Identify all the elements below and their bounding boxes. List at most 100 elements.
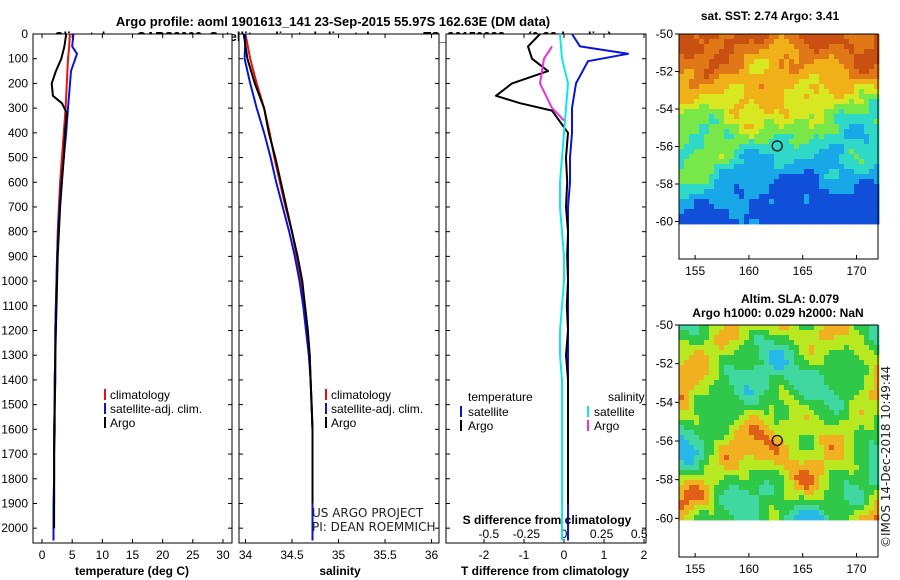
map-cell [809, 495, 815, 501]
map-cell [754, 129, 760, 135]
map-cell [724, 480, 730, 486]
map-cell [809, 375, 815, 381]
plot-frame [445, 33, 647, 544]
map-cell [679, 485, 685, 491]
map-cell [774, 410, 780, 416]
map-cell [839, 189, 845, 195]
map-cell [689, 134, 695, 140]
map-cell [724, 169, 730, 175]
map-cell [759, 89, 765, 95]
map-cell [769, 470, 775, 476]
map-cell [814, 34, 820, 40]
map-cell [799, 109, 805, 115]
map-cell [699, 360, 705, 366]
map-cell [829, 59, 835, 65]
map-cell [794, 430, 800, 436]
map-cell [864, 194, 870, 200]
map-cell [719, 174, 725, 180]
map-cell [839, 214, 845, 220]
map-cell [819, 505, 825, 511]
map-cell [779, 164, 785, 170]
map-cell [844, 99, 850, 105]
map-cell [779, 184, 785, 190]
map-cell [709, 199, 715, 205]
map-cell [809, 204, 815, 210]
map-cell [749, 194, 755, 200]
map-cell [809, 480, 815, 486]
map-cell [749, 345, 755, 351]
map-cell [709, 59, 715, 65]
map-cell [804, 119, 810, 125]
map-cell [724, 59, 730, 65]
map-cell [859, 179, 865, 185]
legend-title-temperature: temperature [468, 390, 533, 404]
map-cell [789, 149, 795, 155]
map-cell [834, 44, 840, 50]
map-cell [769, 435, 775, 441]
map-cell [689, 169, 695, 175]
map-cell [794, 54, 800, 60]
map-cell [764, 475, 770, 481]
map-cell [704, 204, 710, 210]
map-cell [729, 89, 735, 95]
map-cell [729, 420, 735, 426]
map-cell [719, 430, 725, 436]
map-cell [729, 400, 735, 406]
map-cell [714, 465, 720, 471]
map-cell [769, 390, 775, 396]
map-cell [849, 179, 855, 185]
map-cell [834, 380, 840, 386]
map-cell [844, 164, 850, 170]
map-cell [679, 475, 685, 481]
map-cell [709, 470, 715, 476]
map-cell [849, 490, 855, 496]
map-cell [729, 214, 735, 220]
map-cell [704, 430, 710, 436]
map-cell [679, 410, 685, 416]
map-cell [834, 435, 840, 441]
map-cell [709, 420, 715, 426]
map-cell [844, 154, 850, 160]
map-cell [814, 209, 820, 215]
map-cell [679, 129, 685, 135]
map-cell [799, 99, 805, 105]
map-cell [839, 104, 845, 110]
map-cell [709, 104, 715, 110]
map-cell [874, 119, 880, 125]
map-cell [704, 69, 710, 75]
map-cell [864, 380, 870, 386]
map-cell [819, 415, 825, 421]
map-cell [684, 124, 690, 130]
map-cell [789, 400, 795, 406]
map-cell [794, 340, 800, 346]
map-cell [854, 149, 860, 155]
map-cell [789, 44, 795, 50]
map-cell [804, 129, 810, 135]
map-cell [784, 430, 790, 436]
map-cell [794, 169, 800, 175]
map-cell [679, 505, 685, 511]
map-cell [799, 405, 805, 411]
map-cell [709, 169, 715, 175]
map-cell [704, 159, 710, 165]
map-cell [839, 219, 845, 225]
map-cell [699, 380, 705, 386]
map-cell [734, 345, 740, 351]
map-cell [799, 129, 805, 135]
map-cell [809, 219, 815, 225]
map-cell [844, 515, 850, 521]
map-cell [794, 34, 800, 40]
map-cell [844, 39, 850, 45]
map-cell [704, 455, 710, 461]
map-cell [719, 425, 725, 431]
map-cell [749, 129, 755, 135]
map-cell [804, 99, 810, 105]
map-cell [749, 134, 755, 140]
map-cell [779, 189, 785, 195]
map-cell [869, 330, 875, 336]
map-cell [769, 114, 775, 120]
map-cell [869, 59, 875, 65]
map-cell [844, 430, 850, 436]
map-cell [759, 350, 765, 356]
map-cell [779, 470, 785, 476]
